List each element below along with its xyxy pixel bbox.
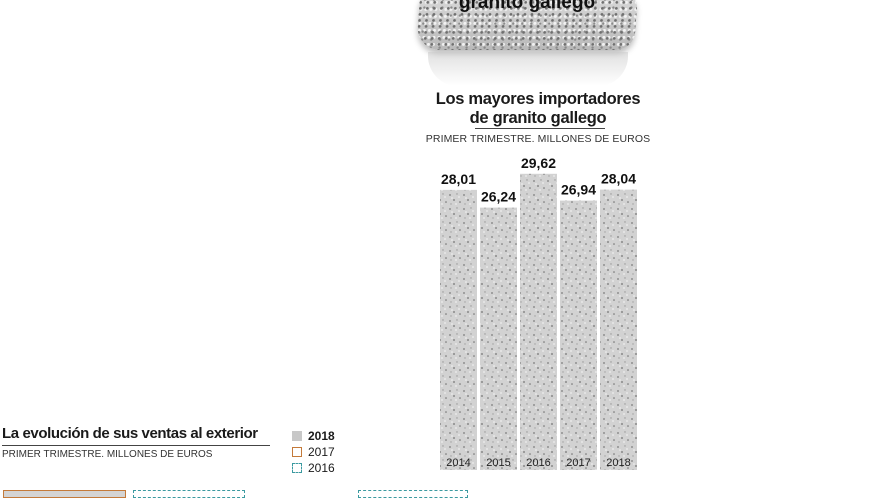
legend: 2018 2017 2016 [292, 428, 335, 476]
x-tick-label-2015: 2015 [486, 457, 510, 469]
chart-subtitle: PRIMER TRIMESTRE. MILLONES DE EUROS [425, 133, 651, 145]
data-label-2016: 29,62 [521, 155, 556, 171]
x-tick-label-2014: 2014 [446, 457, 470, 469]
secondary-bar-2018 [3, 490, 126, 498]
chart-title-line-1: Los mayores importadores [435, 90, 641, 108]
legend-item-2017: 2017 [292, 444, 335, 460]
legend-item-2018: 2018 [292, 428, 335, 444]
rock-reflection [428, 52, 628, 86]
secondary-bar-2016-b [358, 490, 468, 498]
chart-title-line-2: de granito gallego [469, 109, 607, 127]
legend-swatch-2016 [292, 463, 302, 473]
x-tick-label-2017: 2017 [566, 457, 590, 469]
legend-swatch-2017 [292, 447, 302, 457]
legend-label-2016: 2016 [308, 461, 335, 475]
bar-chart: 28,01 2014 26,24 2015 29,62 2016 26,94 2017 28,0… [440, 155, 637, 471]
secondary-bar-2016 [133, 490, 245, 498]
legend-label-2017: 2017 [308, 445, 335, 459]
title-divider [475, 128, 605, 129]
legend-swatch-2018 [292, 431, 302, 441]
bar-2015 [480, 207, 517, 470]
legend-item-2016: 2016 [292, 460, 335, 476]
data-label-2018: 28,04 [601, 171, 636, 187]
data-label-2015: 26,24 [481, 189, 516, 205]
secondary-title-divider [2, 445, 270, 446]
rock-title: granito gallego [458, 0, 596, 13]
bar-2018 [600, 189, 637, 470]
chart-title: Los mayores importadores de granito gall… [420, 90, 656, 128]
data-label-2017: 26,94 [561, 182, 596, 198]
secondary-chart-title: La evolución de sus ventas al exterior [2, 425, 258, 442]
bar-2016 [520, 173, 557, 471]
bar-2017 [560, 200, 597, 470]
data-label-2014: 28,01 [441, 171, 476, 187]
bar-2014 [440, 189, 477, 470]
secondary-chart-subtitle: PRIMER TRIMESTRE. MILLONES DE EUROS [2, 449, 213, 460]
x-tick-label-2016: 2016 [526, 457, 550, 469]
x-tick-label-2018: 2018 [606, 457, 630, 469]
legend-label-2018: 2018 [308, 429, 335, 443]
